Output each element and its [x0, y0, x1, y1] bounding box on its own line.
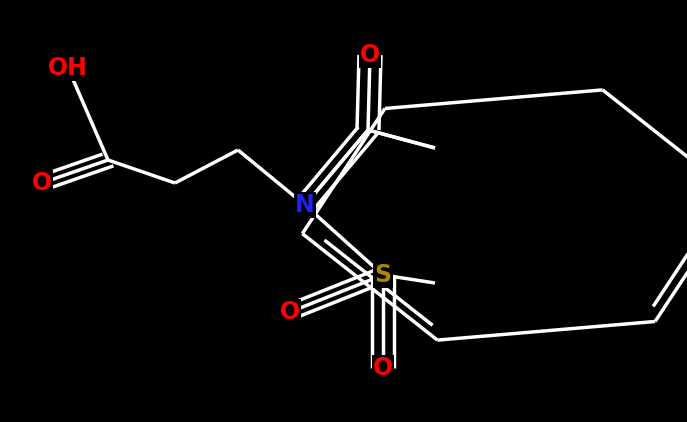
- Text: OH: OH: [48, 56, 88, 80]
- Text: O: O: [280, 300, 300, 324]
- Text: O: O: [373, 356, 393, 380]
- Text: O: O: [360, 43, 380, 67]
- Text: S: S: [374, 263, 392, 287]
- Text: O: O: [32, 171, 52, 195]
- Text: N: N: [295, 193, 315, 217]
